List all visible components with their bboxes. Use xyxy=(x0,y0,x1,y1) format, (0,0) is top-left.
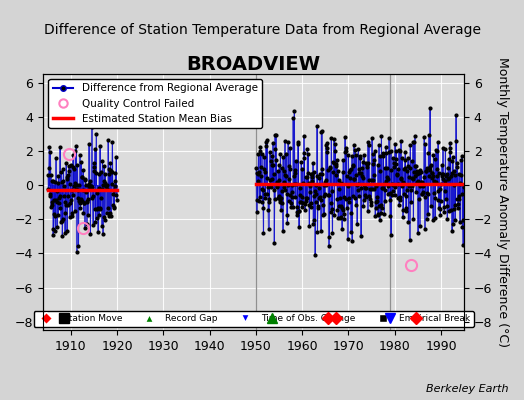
Text: Berkeley Earth: Berkeley Earth xyxy=(426,384,508,394)
Legend: Station Move, Record Gap, Time of Obs. Change, Empirical Break: Station Move, Record Gap, Time of Obs. C… xyxy=(34,311,474,327)
Title: BROADVIEW: BROADVIEW xyxy=(187,55,321,74)
Text: Difference of Station Temperature Data from Regional Average: Difference of Station Temperature Data f… xyxy=(43,23,481,37)
Y-axis label: Monthly Temperature Anomaly Difference (°C): Monthly Temperature Anomaly Difference (… xyxy=(496,57,509,347)
